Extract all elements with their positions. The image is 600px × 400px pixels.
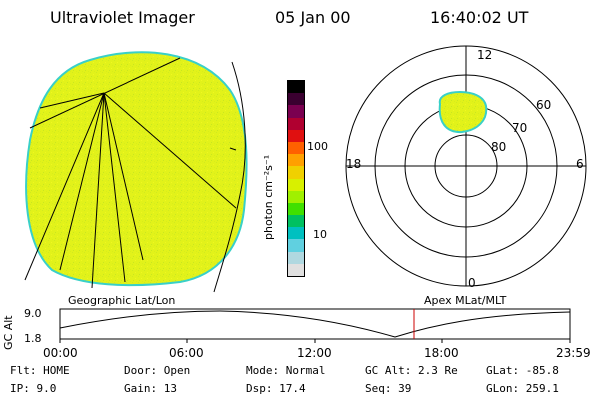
orbit-axis-name: GC Alt: [2, 315, 15, 350]
polar-ring-80: [434, 134, 498, 198]
colorbar-swatch: [288, 251, 304, 264]
polar-ring-60: [374, 74, 558, 258]
colorbar-swatch: [288, 129, 304, 142]
colorbar-swatch: [288, 190, 304, 203]
polar-ring-70: [404, 104, 528, 228]
apex-caption: Apex MLat/MLT: [424, 294, 507, 307]
geo-caption: Geographic Lat/Lon: [68, 294, 176, 307]
lat-label-80: 80: [491, 140, 507, 154]
colorbar-swatch: [288, 81, 304, 94]
geo-grid-lines: [24, 57, 246, 293]
polar-ring-50: [345, 45, 587, 287]
lat-label-60: 60: [536, 98, 552, 112]
orbit-xtick-1800: 18:00: [424, 346, 459, 360]
info-flt: Flt: HOME: [10, 364, 70, 377]
colorbar-swatch: [288, 117, 304, 130]
info-dsp: Dsp: 17.4: [246, 382, 306, 395]
info-gain: Gain: 13: [124, 382, 177, 395]
info-glat: GLat: -85.8: [486, 364, 559, 377]
orbit-frame: [59, 308, 571, 340]
colorbar-swatch: [288, 105, 304, 118]
auroral-oval-blob: [438, 90, 488, 134]
orbit-xtick-1200: 12:00: [297, 346, 332, 360]
colorbar-tick-100: 100: [307, 140, 328, 153]
colorbar-swatch: [288, 178, 304, 191]
orbit-ytick-bottom: 1.8: [24, 332, 42, 345]
colorbar-swatch: [288, 215, 304, 228]
date-label: 05 Jan 00: [275, 8, 351, 27]
colorbar-swatch: [288, 202, 304, 216]
info-glon: GLon: 259.1: [486, 382, 559, 395]
colorbar-unit-label: photon cm⁻²s⁻¹: [262, 154, 275, 240]
info-mode: Mode: Normal: [246, 364, 326, 377]
orbit-xtick-0600: 06:00: [169, 346, 204, 360]
mlt-label-12: 12: [477, 48, 493, 62]
colorbar-swatch: [288, 227, 304, 240]
colorbar-swatch: [288, 239, 304, 252]
orbit-altitude-curve: [59, 310, 571, 338]
colorbar-swatch: [288, 93, 304, 106]
colorbar-swatch: [288, 166, 304, 179]
colorbar-swatch: [288, 141, 304, 155]
info-door: Door: Open: [124, 364, 191, 377]
colorbar-tick-10: 10: [313, 228, 327, 241]
colorbar-swatch: [288, 154, 304, 167]
mlt-label-6: 6: [576, 157, 584, 171]
app-title: Ultraviolet Imager: [50, 8, 195, 27]
info-seq: Seq: 39: [365, 382, 412, 395]
info-gcalt: GC Alt: 2.3 Re: [365, 364, 458, 377]
mlt-label-18: 18: [346, 157, 362, 171]
colorbar: [287, 80, 305, 277]
orbit-xtick-0000: 00:00: [43, 346, 78, 360]
mlt-label-0: 0: [468, 276, 476, 290]
orbit-xtick-2359: 23:59: [556, 346, 591, 360]
earth-image-blob: [25, 51, 248, 287]
info-ip: IP: 9.0: [10, 382, 57, 395]
colorbar-swatch: [288, 263, 304, 276]
time-label: 16:40:02 UT: [430, 8, 529, 27]
orbit-ytick-top: 9.0: [24, 307, 42, 320]
lat-label-70: 70: [512, 121, 528, 135]
